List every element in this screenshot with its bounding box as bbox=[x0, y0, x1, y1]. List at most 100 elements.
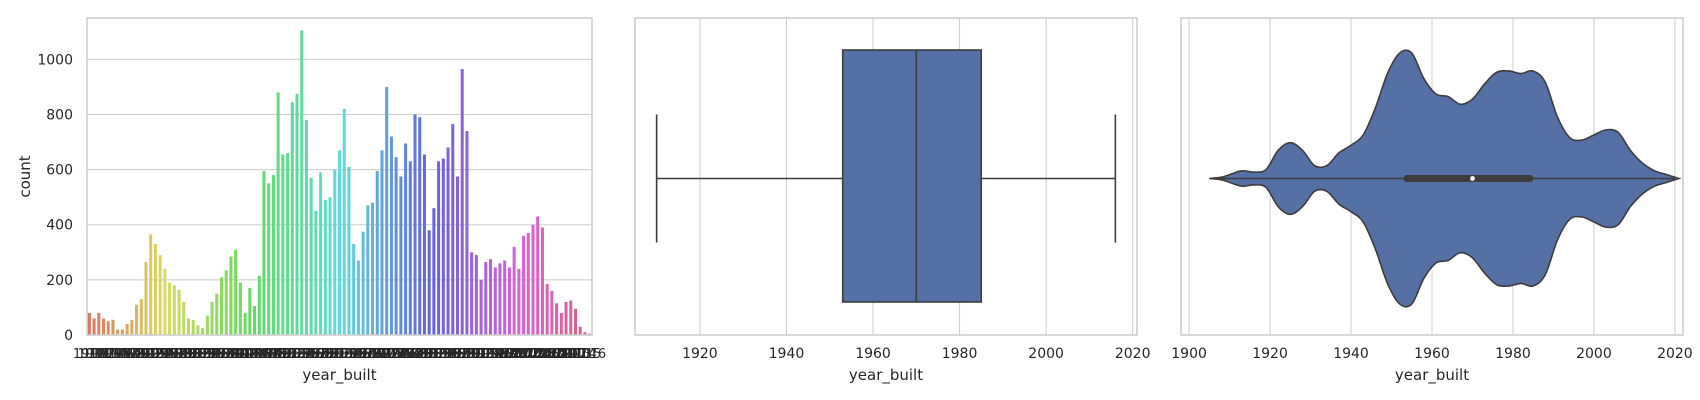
x-tick-label: 2020 bbox=[1657, 346, 1693, 362]
x-tick-label: 1970 bbox=[356, 347, 389, 362]
x-tick-label: 1980 bbox=[942, 346, 978, 362]
x-axis-label: year_built bbox=[302, 366, 376, 385]
bar bbox=[380, 150, 384, 335]
x-tick-label: 2002 bbox=[507, 347, 540, 362]
bar bbox=[545, 284, 549, 335]
x-tick-label: 1963 bbox=[323, 347, 356, 362]
bar bbox=[149, 234, 153, 335]
bar bbox=[290, 102, 294, 335]
bar bbox=[215, 293, 219, 335]
bar bbox=[432, 208, 436, 335]
axes-frame bbox=[86, 17, 593, 336]
x-tick-label: 1925 bbox=[144, 347, 177, 362]
bar bbox=[286, 153, 290, 335]
bar bbox=[139, 299, 143, 335]
x-tick-label: 2005 bbox=[521, 347, 554, 362]
x-tick-label: 1948 bbox=[252, 347, 285, 362]
x-tick-label: 1940 bbox=[1333, 346, 1369, 362]
bar bbox=[125, 323, 129, 335]
x-tick-label: 1995 bbox=[474, 347, 507, 362]
bar bbox=[441, 158, 445, 335]
x-tick-label: 1968 bbox=[347, 347, 380, 362]
x-tick-label: 2010 bbox=[545, 347, 578, 362]
x-tick-label: 1946 bbox=[243, 347, 276, 362]
x-tick-label: 1924 bbox=[139, 347, 172, 362]
x-tick-label: 1934 bbox=[186, 347, 219, 362]
x-tick-label: 1994 bbox=[469, 347, 502, 362]
bar bbox=[267, 183, 271, 335]
x-tick-label: 1937 bbox=[200, 347, 233, 362]
axes-frame bbox=[634, 17, 1138, 336]
bar bbox=[484, 261, 488, 335]
x-tick-label: 1965 bbox=[332, 347, 365, 362]
bar bbox=[238, 282, 242, 335]
x-tick-label: 2012 bbox=[554, 347, 587, 362]
bar bbox=[540, 227, 544, 335]
bar bbox=[522, 235, 526, 335]
bar bbox=[399, 176, 403, 335]
bar bbox=[328, 197, 332, 335]
bar bbox=[196, 325, 200, 335]
bar bbox=[569, 300, 573, 335]
bar bbox=[564, 301, 568, 335]
x-tick-label: 1928 bbox=[158, 347, 191, 362]
bar bbox=[130, 319, 134, 335]
bar bbox=[465, 131, 469, 335]
x-tick-label: 2004 bbox=[516, 347, 549, 362]
x-tick-label: 2020 bbox=[1115, 346, 1151, 362]
bar bbox=[262, 170, 266, 335]
x-tick-label: 1973 bbox=[370, 347, 403, 362]
bar bbox=[271, 175, 275, 335]
x-tick-label: 1926 bbox=[148, 347, 181, 362]
x-tick-label: 1910 bbox=[73, 347, 106, 362]
y-tick-label: 0 bbox=[64, 328, 73, 344]
x-tick-label: 1975 bbox=[380, 347, 413, 362]
bar bbox=[493, 267, 497, 335]
x-tick-label: 1920 bbox=[1252, 346, 1288, 362]
violin-iqr-bar bbox=[1403, 175, 1534, 182]
x-tick-label: 1988 bbox=[441, 347, 474, 362]
bar bbox=[451, 124, 455, 335]
x-tick-label: 1980 bbox=[1495, 346, 1531, 362]
bar bbox=[503, 260, 507, 335]
x-tick-label: 2008 bbox=[535, 347, 568, 362]
x-tick-label: 1992 bbox=[460, 347, 493, 362]
x-tick-label: 1986 bbox=[432, 347, 465, 362]
x-tick-label: 1958 bbox=[299, 347, 332, 362]
bar bbox=[470, 252, 474, 335]
x-tick-label: 1954 bbox=[280, 347, 313, 362]
bar bbox=[323, 199, 327, 335]
x-tick-label: 1984 bbox=[422, 347, 455, 362]
x-tick-label: 1957 bbox=[295, 347, 328, 362]
bar bbox=[352, 244, 356, 335]
bar bbox=[413, 114, 417, 335]
x-tick-label: 1983 bbox=[417, 347, 450, 362]
bar bbox=[182, 301, 186, 335]
bar bbox=[408, 161, 412, 335]
bar bbox=[517, 268, 521, 335]
bar bbox=[97, 312, 101, 335]
x-tick-label: 1918 bbox=[111, 347, 144, 362]
bar bbox=[333, 169, 337, 335]
bar bbox=[342, 108, 346, 336]
x-tick-label: 1990 bbox=[450, 347, 483, 362]
x-tick-label: 1945 bbox=[238, 347, 271, 362]
bar bbox=[304, 119, 308, 335]
bar bbox=[507, 267, 511, 335]
bar bbox=[347, 166, 351, 335]
bar bbox=[526, 233, 530, 335]
x-tick-label: 1976 bbox=[384, 347, 417, 362]
bar bbox=[371, 202, 375, 335]
bar bbox=[191, 319, 195, 335]
bar bbox=[489, 259, 493, 335]
x-tick-label: 2000 bbox=[1028, 346, 1064, 362]
bar bbox=[186, 318, 190, 335]
bar bbox=[111, 319, 115, 335]
bar bbox=[201, 328, 205, 335]
bar bbox=[234, 249, 238, 335]
bar bbox=[210, 301, 214, 335]
x-tick-label: 2016 bbox=[573, 347, 606, 362]
y-tick-label: 1000 bbox=[37, 52, 73, 68]
y-tick-label: 200 bbox=[46, 273, 73, 289]
